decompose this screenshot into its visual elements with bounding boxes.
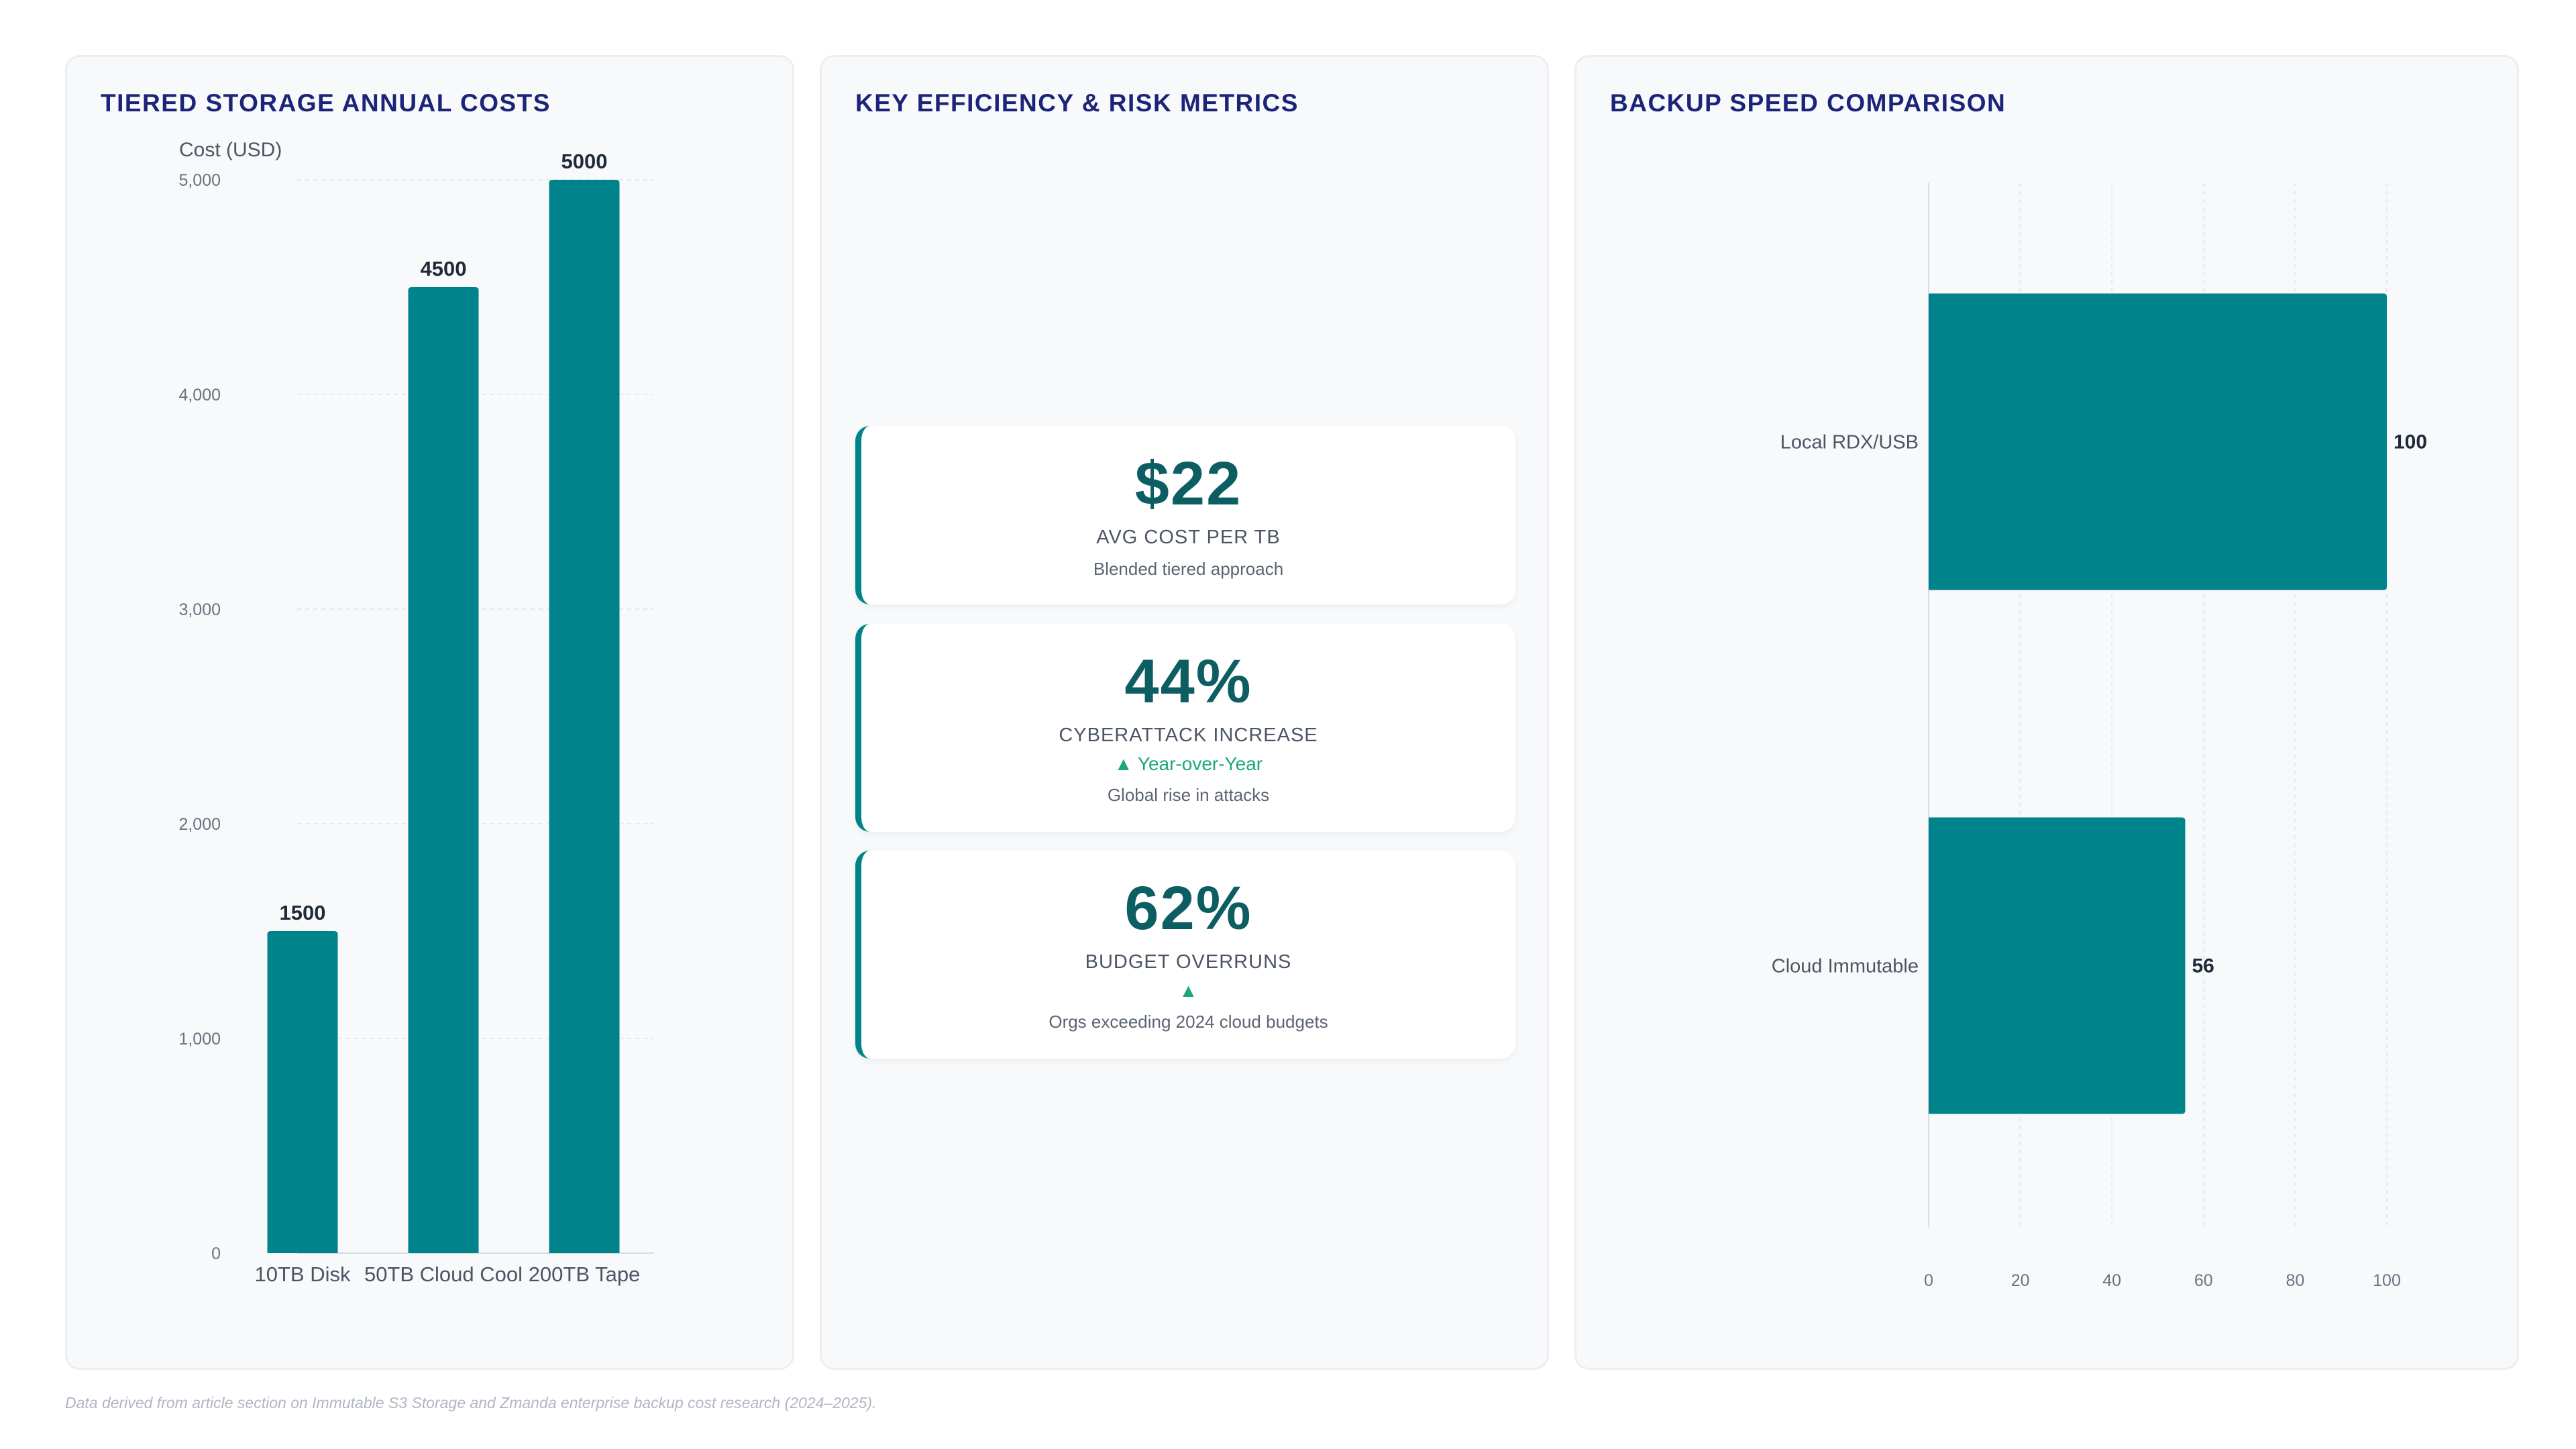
- bar: [267, 931, 338, 1253]
- x-tick-label: 20: [2011, 1271, 2030, 1290]
- bar-value-label: 100: [2394, 431, 2427, 453]
- metrics-panel: KEY EFFICIENCY & RISK METRICS $22 AVG CO…: [820, 55, 1549, 1370]
- x-tick-label: 60: [2194, 1271, 2213, 1290]
- y-tick-label: Local RDX/USB: [1780, 432, 1919, 453]
- y-tick-label: Cloud Immutable: [1772, 956, 1919, 977]
- bar-value-label: 56: [2192, 955, 2214, 977]
- kpi-label: AVG COST PER TB: [1096, 527, 1281, 548]
- y-tick-label: 5,000: [178, 171, 221, 190]
- x-tick-label: 40: [2102, 1271, 2121, 1290]
- kpi-description: Orgs exceeding 2024 cloud budgets: [1049, 1012, 1328, 1032]
- kpi-label: BUDGET OVERRUNS: [1085, 951, 1292, 973]
- bar: [1929, 293, 2387, 590]
- backup-speed-panel: BACKUP SPEED COMPARISON 0 20 40 60 80 100 100 L…: [1574, 55, 2519, 1370]
- x-tick-label: 0: [1924, 1271, 1933, 1290]
- source-footnote: Data derived from article section on Imm…: [65, 1394, 877, 1411]
- metrics-title: KEY EFFICIENCY & RISK METRICS: [855, 89, 1299, 117]
- kpi-description: Global rise in attacks: [1107, 785, 1270, 805]
- storage-cost-chart: 0 1,000 2,000 3,000 4,000 5,000 Cost (USD) 1500…: [178, 139, 654, 1286]
- x-tick-label: 80: [2286, 1271, 2304, 1290]
- y-tick-label: 0: [211, 1244, 221, 1263]
- x-tick-label: 10TB Disk: [255, 1263, 351, 1286]
- y-axis-title: Cost (USD): [179, 139, 282, 161]
- x-tick-label: 200TB Tape: [529, 1263, 641, 1286]
- bar-value-label: 4500: [421, 257, 467, 280]
- kpi-value: 62%: [1124, 874, 1252, 943]
- bar-value-label: 1500: [280, 901, 326, 924]
- kpi-card-cost-per-tb: $22 AVG COST PER TB Blended tiered appro…: [855, 426, 1515, 604]
- kpi-value: 44%: [1124, 647, 1252, 716]
- backup-speed-chart: 0 20 40 60 80 100 100 Local RDX/USB 56 Cloud Immu…: [1772, 183, 2427, 1290]
- bar-value-label: 5000: [561, 150, 608, 173]
- kpi-label: CYBERATTACK INCREASE: [1059, 724, 1318, 746]
- y-tick-label: 1,000: [178, 1030, 221, 1049]
- x-tick-label: 100: [2373, 1271, 2401, 1290]
- kpi-card-budget-overruns: 62% BUDGET OVERRUNS ▲ Orgs exceeding 202…: [855, 851, 1515, 1059]
- kpi-value: $22: [1134, 449, 1242, 518]
- bar: [408, 287, 479, 1253]
- bar: [549, 180, 620, 1253]
- backup-speed-title: BACKUP SPEED COMPARISON: [1610, 89, 2006, 117]
- y-tick-label: 2,000: [178, 815, 221, 834]
- storage-cost-panel: TIERED STORAGE ANNUAL COSTS 0 1,000 2,000 3…: [65, 55, 794, 1370]
- y-tick-label: 4,000: [178, 386, 221, 405]
- kpi-trend: ▲: [1179, 980, 1198, 1001]
- bar: [1929, 817, 2186, 1114]
- storage-cost-title: TIERED STORAGE ANNUAL COSTS: [101, 89, 551, 117]
- kpi-card-cyberattack-increase: 44% CYBERATTACK INCREASE ▲ Year-over-Yea…: [855, 624, 1515, 832]
- kpi-description: Blended tiered approach: [1093, 559, 1284, 579]
- kpi-trend: ▲ Year-over-Year: [1114, 753, 1263, 774]
- y-tick-label: 3,000: [178, 600, 221, 619]
- x-tick-label: 50TB Cloud Cool: [364, 1263, 523, 1286]
